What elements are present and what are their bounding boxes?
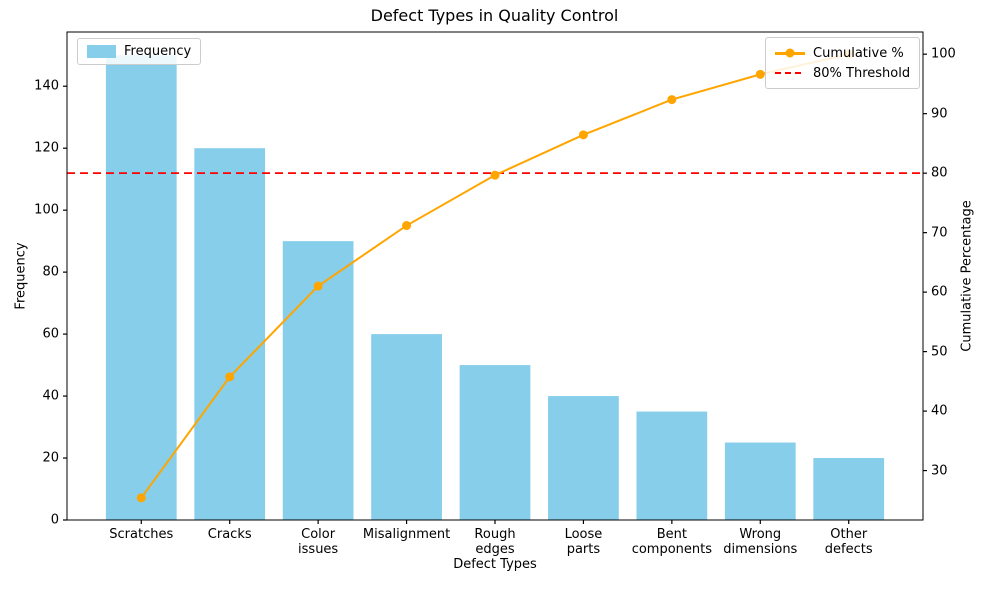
cumulative-legend-label: Cumulative % xyxy=(813,45,904,61)
x-tick-label-cracks: Cracks xyxy=(207,527,252,542)
cumulative-point-7 xyxy=(755,69,765,79)
cumulative-line-sample xyxy=(775,48,805,58)
cumulative-point-6 xyxy=(667,95,677,105)
left-tick-label-60: 60 xyxy=(42,326,59,342)
cumulative-point-5 xyxy=(578,130,588,140)
x-tick-label-wrong-dimensions: Wrong dimensions xyxy=(723,527,798,557)
cumulative-point-0 xyxy=(136,493,146,503)
left-tick-label-40: 40 xyxy=(42,388,59,404)
right-tick-label-60: 60 xyxy=(931,284,948,300)
bar-scratches xyxy=(105,55,177,520)
legend-frequency: Frequency xyxy=(77,38,202,65)
bar-bent-components xyxy=(636,411,708,520)
x-tick-label-scratches: Scratches xyxy=(109,527,174,542)
cumulative-point-1 xyxy=(225,372,235,382)
x-axis-label: Defect Types xyxy=(453,557,537,572)
right-tick-label-80: 80 xyxy=(931,165,948,181)
bar-misalignment xyxy=(371,334,442,520)
x-tick-label-bent-components: Bent components xyxy=(631,527,713,557)
left-tick-label-80: 80 xyxy=(42,264,59,280)
bar-cracks xyxy=(194,148,266,520)
cumulative-point-3 xyxy=(402,221,412,231)
left-tick-label-120: 120 xyxy=(34,140,59,156)
bar-rough-edges xyxy=(459,365,531,520)
legend-row-cumulative: Cumulative % xyxy=(775,43,910,63)
left-tick-label-0: 0 xyxy=(50,512,59,528)
x-tick-label-other-defects: Other defects xyxy=(824,527,873,557)
right-tick-label-90: 90 xyxy=(931,106,948,122)
threshold-dash-icon xyxy=(775,72,805,74)
bar-wrong-dimensions xyxy=(724,442,796,520)
threshold-line-sample xyxy=(775,69,805,78)
legend-cumulative-threshold: Cumulative % 80% Threshold xyxy=(765,37,921,89)
x-tick-label-color-issues: Color issues xyxy=(298,527,339,557)
threshold-legend-label: 80% Threshold xyxy=(813,65,911,81)
left-y-axis-label: Frequency xyxy=(13,242,29,310)
bar-other-defects xyxy=(813,458,885,520)
legend-row-threshold: 80% Threshold xyxy=(775,63,910,83)
frequency-legend-label: Frequency xyxy=(124,44,192,59)
cumulative-point-4 xyxy=(490,170,500,180)
frequency-legend-swatch xyxy=(87,45,116,58)
left-tick-label-20: 20 xyxy=(42,450,59,466)
x-tick-label-loose-parts: Loose parts xyxy=(564,527,603,557)
chart-title: Defect Types in Quality Control xyxy=(370,6,619,25)
cumulative-point-2 xyxy=(313,281,323,291)
right-tick-label-40: 40 xyxy=(931,403,948,419)
right-tick-label-30: 30 xyxy=(931,463,948,479)
right-tick-label-100: 100 xyxy=(931,46,956,62)
left-tick-label-140: 140 xyxy=(34,78,59,94)
right-tick-label-50: 50 xyxy=(931,344,948,360)
bar-loose-parts xyxy=(548,396,619,520)
left-tick-label-100: 100 xyxy=(34,202,59,218)
cumulative-marker-icon xyxy=(785,48,795,58)
x-tick-label-misalignment: Misalignment xyxy=(362,527,451,542)
right-y-axis-label: Cumulative Percentage xyxy=(959,200,975,352)
right-tick-label-70: 70 xyxy=(931,225,948,241)
x-tick-label-rough-edges: Rough edges xyxy=(474,527,516,557)
